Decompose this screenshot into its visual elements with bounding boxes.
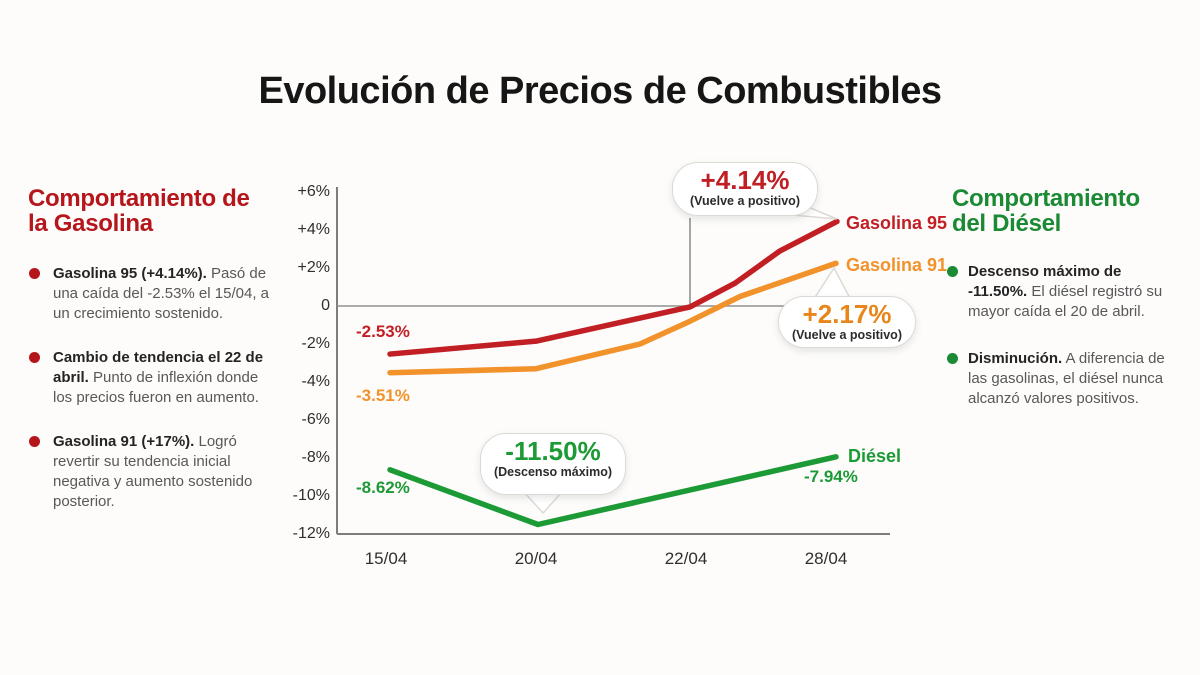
callout-tail-3	[522, 491, 564, 515]
bullet-dot-icon	[29, 352, 40, 364]
diesel-bullet-item-2: Disminución. A diferencia de las gasolin…	[946, 349, 1168, 409]
x-tick-label-22-04: 22/04	[664, 549, 708, 568]
bullet-dot-icon	[947, 353, 958, 365]
gasoline-bullet-item-1-lead: Gasolina 95 (+4.14%).	[53, 265, 207, 283]
callout-2-subtext: (Vuelve a positivo)	[792, 328, 902, 343]
bullet-dot-icon	[29, 436, 40, 447]
callout-3-subtext: (Descenso máximo)	[493, 465, 613, 480]
series-label-gasolina-95: Gasolina 95	[846, 213, 948, 233]
gasoline-bullet-item-2: Cambio de tendencia el 22 de abril. Punt…	[28, 348, 274, 408]
y-tick-label-+4%: +4%	[297, 221, 330, 238]
gasoline-bullet-item-1: Gasolina 95 (+4.14%). Pasó de una caída …	[28, 264, 274, 324]
callout-1: +4.14% (Vuelve a positivo)	[672, 162, 818, 216]
point-label--7.94%: -7.94%	[804, 467, 858, 486]
callout-1-subtext: (Vuelve a positivo)	[690, 194, 800, 209]
y-tick-label--6%: -6%	[301, 411, 330, 428]
callout-3-value: -11.50%	[505, 436, 601, 466]
y-tick-label-+2%: +2%	[297, 259, 330, 276]
diesel-bullet-item-1: Descenso máximo de -11.50%. El diésel re…	[946, 262, 1168, 322]
diesel-panel-heading: Comportamiento del Diésel	[952, 185, 1140, 238]
series-line-gasolina-91	[387, 260, 839, 376]
gasoline-bullet-item-2-text: Punto de inflexión donde los precios fue…	[53, 369, 259, 407]
gasoline-bullet-item-1-text: Pasó de una caída del -2.53% el 15/04, a…	[53, 265, 269, 323]
y-tick-label-0: 0	[321, 297, 330, 314]
gasoline-bullet-item-3: Gasolina 91 (+17%). Logró revertir su te…	[28, 432, 274, 512]
point-label--2.53%: -2.53%	[356, 322, 410, 341]
diesel-bullet-item-1-lead: Descenso máximo de -11.50%.	[968, 263, 1122, 301]
gasoline-bullet-item-2-lead: Cambio de tendencia el 22 de abril.	[53, 349, 264, 387]
diesel-bullet-item-2-text: A diferencia de las gasolinas, el diésel…	[968, 350, 1165, 408]
gasoline-bullet-item-3-lead: Gasolina 91 (+17%).	[53, 433, 195, 450]
y-tick-label-+6%: +6%	[297, 183, 330, 200]
y-tick-label--12%: -12%	[292, 525, 330, 542]
series-label-diésel: Diésel	[848, 446, 902, 466]
bullet-dot-icon	[947, 266, 958, 278]
diesel-bullet-item-1-text: El diésel registró su mayor caída el 20 …	[968, 283, 1163, 321]
gasoline-panel: Comportamiento de la Gasolina Gasolina 9…	[28, 186, 274, 512]
y-tick-label--2%: -2%	[301, 335, 330, 352]
series-line-diésel	[387, 454, 839, 528]
callout-3: -11.50% (Descenso máximo)	[480, 433, 626, 495]
gasoline-panel-heading: Comportamiento de la Gasolina	[28, 185, 250, 238]
series-label-gasolina-91: Gasolina 91	[846, 255, 948, 275]
x-tick-label-15-04: 15/04	[364, 549, 408, 568]
y-tick-label--8%: -8%	[301, 449, 330, 466]
series-line-gasolina-95	[387, 218, 840, 357]
page-title: Evolución de Precios de Combustibles	[258, 70, 942, 112]
gasoline-bullet-list: Gasolina 95 (+4.14%). Pasó de una caída …	[28, 264, 274, 511]
diesel-bullet-list: Descenso máximo de -11.50%. El diésel re…	[946, 262, 1168, 409]
x-tick-label-20-04: 20/04	[514, 549, 558, 568]
diesel-bullet-item-2-lead: Disminución.	[968, 350, 1063, 368]
y-tick-label--10%: -10%	[292, 487, 330, 504]
point-label--3.51%: -3.51%	[356, 386, 410, 405]
diesel-panel: Comportamiento del Diésel Descenso máxim…	[946, 186, 1168, 409]
callout-2: +2.17% (Vuelve a positivo)	[778, 296, 916, 348]
callout-1-value: +4.14%	[700, 165, 790, 195]
callout-2-value: +2.17%	[802, 299, 892, 329]
x-tick-label-28-04: 28/04	[804, 549, 848, 568]
point-label--8.62%: -8.62%	[356, 478, 410, 497]
bullet-dot-icon	[29, 268, 40, 280]
y-tick-label--4%: -4%	[301, 373, 330, 390]
gasoline-bullet-item-3-text: Logró revertir su tendencia inicial nega…	[53, 433, 253, 510]
